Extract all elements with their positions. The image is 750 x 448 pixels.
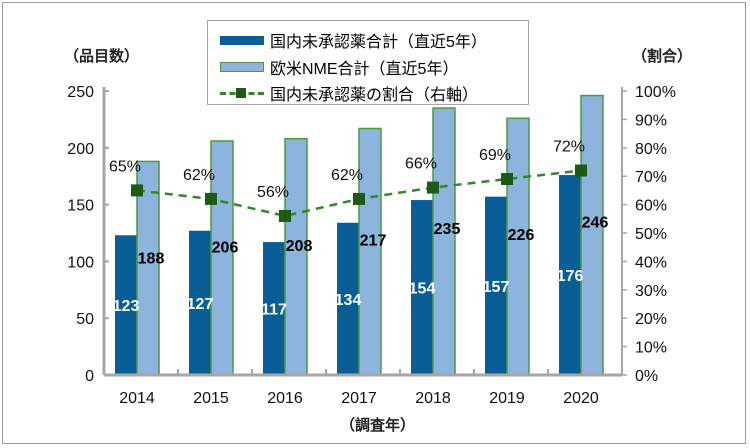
ratio-marker (353, 192, 365, 205)
x-axis-label: （調査年） (340, 417, 416, 434)
legend-swatch (220, 88, 264, 98)
y2-tick-label: 60% (635, 198, 667, 215)
legend-label: 国内未承認薬合計（直近5年） (270, 34, 487, 51)
bar-domestic-label: 127 (187, 296, 214, 313)
bar-domestic-label: 123 (113, 298, 140, 315)
legend-item-domestic: 国内未承認薬合計（直近5年） (220, 28, 487, 52)
legend: 国内未承認薬合計（直近5年） 欧米NME合計（直近5年） 国内未承認薬の割合（右… (207, 20, 529, 105)
x-tick-label: 2018 (415, 390, 451, 407)
bar-domestic (485, 196, 507, 375)
bar-nme-label: 217 (360, 232, 387, 249)
y2-tick-label: 70% (635, 169, 667, 186)
x-tick-label: 2020 (563, 390, 599, 407)
legend-swatch (220, 62, 264, 72)
y-tick-label: 50 (76, 311, 94, 328)
bar-domestic-label: 117 (261, 302, 287, 319)
y2-tick-label: 10% (635, 340, 667, 357)
x-tick-label: 2017 (341, 390, 377, 407)
bar-domestic (559, 175, 581, 375)
ratio-label: 62% (183, 167, 215, 184)
y2-tick-label: 40% (635, 254, 667, 271)
bar-nme (358, 127, 382, 376)
ratio-label: 72% (553, 139, 585, 156)
bar-nme-label: 208 (286, 238, 313, 255)
bar-domestic-label: 134 (335, 292, 362, 309)
bar-domestic-label: 157 (483, 279, 510, 296)
y2-tick-label: 0% (635, 368, 658, 385)
ratio-label: 62% (331, 167, 363, 184)
y2-tick-label: 20% (635, 311, 667, 328)
y2-tick-label: 80% (635, 141, 667, 158)
bar-nme (284, 137, 308, 376)
x-tick-label: 2019 (489, 390, 525, 407)
legend-label: 欧米NME合計（直近5年） (270, 61, 459, 78)
bar-nme-label: 206 (212, 239, 239, 256)
bar-domestic (115, 235, 137, 375)
y-tick-label: 200 (67, 141, 94, 158)
y-tick-label: 0 (85, 368, 94, 385)
bar-nme-label: 188 (138, 251, 165, 268)
bar-nme-label: 226 (508, 227, 535, 244)
bar-nme-label: 235 (434, 221, 461, 238)
chart-frame (2, 2, 746, 444)
y2-axis-label: （割合） (632, 48, 693, 65)
x-tick-label: 2016 (267, 390, 303, 407)
bar-nme-label: 246 (582, 214, 609, 231)
ratio-marker (427, 181, 439, 194)
y-tick-label: 150 (67, 198, 94, 215)
bar-domestic (189, 230, 211, 375)
ratio-marker (205, 192, 217, 205)
x-tick-label: 2014 (119, 390, 155, 407)
legend-item-nme: 欧米NME合計（直近5年） (220, 55, 458, 79)
legend-item-ratio: 国内未承認薬の割合（右軸） (220, 81, 478, 105)
ratio-label: 66% (405, 156, 437, 173)
ratio-marker (279, 209, 291, 222)
bar-domestic (263, 242, 285, 375)
bar-nme (432, 107, 456, 376)
y-axis-label: （品目数） (64, 48, 140, 65)
ratio-label: 56% (257, 184, 289, 201)
y2-tick-label: 90% (635, 112, 667, 129)
y2-tick-label: 50% (635, 226, 667, 243)
y2-tick-label: 100% (635, 84, 676, 101)
legend-swatch (220, 35, 264, 45)
legend-label: 国内未承認薬の割合（右軸） (270, 87, 479, 104)
bar-domestic (337, 222, 359, 375)
ratio-marker (131, 184, 143, 197)
bar-domestic-label: 154 (409, 281, 436, 298)
ratio-label: 65% (109, 158, 141, 175)
y2-tick-label: 30% (635, 283, 667, 300)
ratio-label: 69% (479, 147, 511, 164)
bar-domestic-label: 176 (557, 268, 584, 285)
bar-domestic (411, 200, 433, 375)
y-tick-label: 100 (67, 254, 94, 271)
ratio-marker (501, 173, 513, 186)
ratio-marker (575, 164, 587, 177)
x-tick-label: 2015 (193, 390, 229, 407)
bar-nme (580, 94, 604, 376)
y-tick-label: 250 (67, 84, 94, 101)
